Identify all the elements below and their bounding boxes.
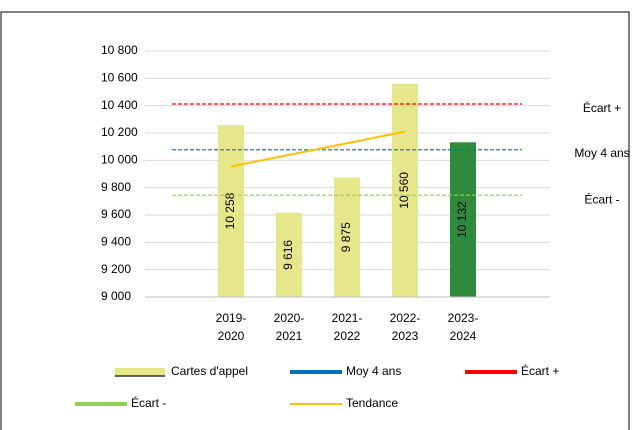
x-tick-label: 2021-	[332, 311, 363, 325]
chart-frame	[0, 11, 630, 430]
y-tick-label: 9 000	[101, 289, 131, 303]
x-tick-label: 2024	[450, 329, 477, 343]
x-tick-label: 2020	[218, 329, 245, 343]
legend-label: Cartes d'appel	[171, 364, 248, 378]
legend-label: Moy 4 ans	[346, 364, 401, 378]
legend-label: Tendance	[346, 396, 398, 410]
y-tick-label: 10 400	[101, 98, 138, 112]
bar	[276, 212, 302, 297]
bar	[218, 125, 244, 297]
y-tick-label: 10 000	[101, 153, 138, 167]
legend-label: Écart -	[131, 395, 166, 410]
y-tick-label: 10 200	[101, 125, 138, 139]
reference-label: Moy 4 ans	[574, 146, 629, 160]
y-tick-label: 9 800	[101, 180, 131, 194]
x-tick-label: 2023	[392, 329, 419, 343]
y-tick-label: 10 800	[101, 43, 138, 57]
x-tick-label: 2022-	[390, 311, 421, 325]
value-label: 10 132	[455, 201, 469, 238]
y-tick-label: 10 600	[101, 71, 138, 85]
x-tick-label: 2022	[334, 329, 361, 343]
value-label: 9 875	[339, 222, 353, 252]
value-label: 10 560	[397, 172, 411, 209]
y-tick-label: 9 400	[101, 235, 131, 249]
bar	[450, 142, 476, 297]
y-tick-label: 9 200	[101, 262, 131, 276]
x-tick-label: 2021	[276, 329, 303, 343]
reference-label: Écart +	[583, 100, 621, 115]
bar	[392, 83, 418, 297]
x-tick-label: 2019-	[216, 311, 247, 325]
value-label: 9 616	[281, 240, 295, 270]
y-tick-label: 9 600	[101, 207, 131, 221]
legend-label: Écart +	[521, 363, 559, 378]
x-tick-label: 2023-	[448, 311, 479, 325]
x-tick-label: 2020-	[274, 311, 305, 325]
legend-swatch	[115, 368, 165, 376]
trend-line	[230, 130, 406, 168]
value-label: 10 258	[223, 192, 237, 229]
reference-label: Écart -	[584, 191, 619, 206]
bar	[334, 177, 360, 297]
